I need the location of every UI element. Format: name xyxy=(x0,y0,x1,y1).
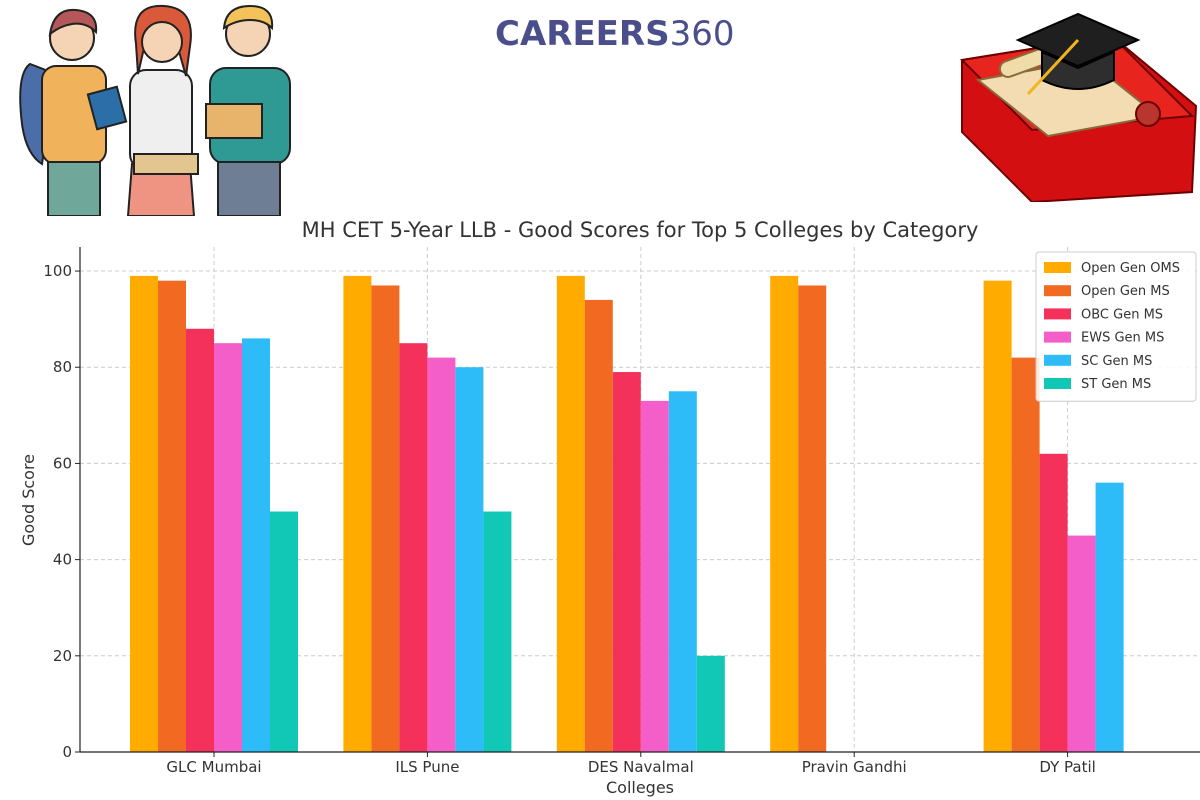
bar xyxy=(584,299,613,752)
x-axis-label: Colleges xyxy=(606,778,674,797)
bar xyxy=(270,511,298,752)
student-left-figure xyxy=(19,8,128,216)
logo-brand: CAREERS xyxy=(495,14,670,54)
bar xyxy=(455,367,484,752)
bar xyxy=(983,280,1012,752)
legend-label: EWS Gen MS xyxy=(1081,331,1164,346)
x-tick-labels: GLC Mumbai ILS Pune DES Navalmal Pravin Gan… xyxy=(166,752,1096,776)
legend-label: Open Gen MS xyxy=(1081,284,1170,299)
bar xyxy=(371,285,400,752)
bar xyxy=(483,511,512,752)
y-tick-label: 80 xyxy=(53,358,72,376)
bar xyxy=(158,280,186,752)
graduation-illustration xyxy=(959,12,1198,202)
legend-swatch xyxy=(1044,354,1071,366)
legend: Open Gen OMS Open Gen MS OBC Gen MS EWS Gen… xyxy=(1035,251,1197,402)
y-tick-label: 20 xyxy=(53,647,72,665)
legend-label: Open Gen OMS xyxy=(1081,261,1180,276)
bar xyxy=(1067,535,1096,752)
bar xyxy=(343,275,372,752)
x-tick-label: ILS Pune xyxy=(395,758,459,776)
y-tick-label: 0 xyxy=(62,743,72,761)
x-tick-label: GLC Mumbai xyxy=(166,758,261,776)
chart-title: MH CET 5-Year LLB - Good Scores for Top … xyxy=(302,218,979,242)
careers360-logo: CAREERS360 xyxy=(495,14,734,54)
student-right-figure xyxy=(205,4,291,216)
legend-label: OBC Gen MS xyxy=(1081,307,1163,322)
axes-group xyxy=(79,247,1200,753)
student-middle-figure xyxy=(126,4,199,216)
bar xyxy=(427,357,456,752)
legend-swatch xyxy=(1044,285,1071,297)
bar xyxy=(798,285,827,752)
bar xyxy=(399,343,428,752)
legend-label: SC Gen MS xyxy=(1081,354,1152,369)
bar xyxy=(556,275,585,752)
legend-swatch xyxy=(1044,308,1071,320)
legend-label: ST Gen MS xyxy=(1081,377,1151,392)
bar xyxy=(770,275,799,752)
bar xyxy=(1039,453,1068,752)
bar xyxy=(668,391,697,752)
students-illustration xyxy=(19,4,291,216)
bar xyxy=(1095,482,1124,752)
bar xyxy=(214,343,242,752)
y-tick-label: 40 xyxy=(53,551,72,569)
y-axis-label: Good Score xyxy=(19,454,38,546)
bar xyxy=(612,372,641,752)
legend-box xyxy=(1035,251,1197,402)
bars-group xyxy=(130,275,1124,752)
bar xyxy=(242,338,270,752)
x-tick-label: DY Patil xyxy=(1039,758,1095,776)
legend-swatch xyxy=(1044,262,1071,273)
y-tick-label: 60 xyxy=(53,454,72,472)
bar xyxy=(696,655,725,752)
x-tick-label: Pravin Gandhi xyxy=(802,758,907,776)
bar xyxy=(640,400,669,752)
x-tick-label: DES Navalmal xyxy=(588,758,694,776)
logo-number: 360 xyxy=(669,14,735,54)
y-tick-labels: 0 20 40 60 80 100 xyxy=(43,262,80,761)
legend-swatch xyxy=(1044,331,1071,343)
y-tick-label: 100 xyxy=(43,262,72,280)
bar xyxy=(130,275,158,752)
bar xyxy=(1011,357,1040,752)
legend-swatch xyxy=(1044,378,1071,389)
bar xyxy=(186,328,214,752)
